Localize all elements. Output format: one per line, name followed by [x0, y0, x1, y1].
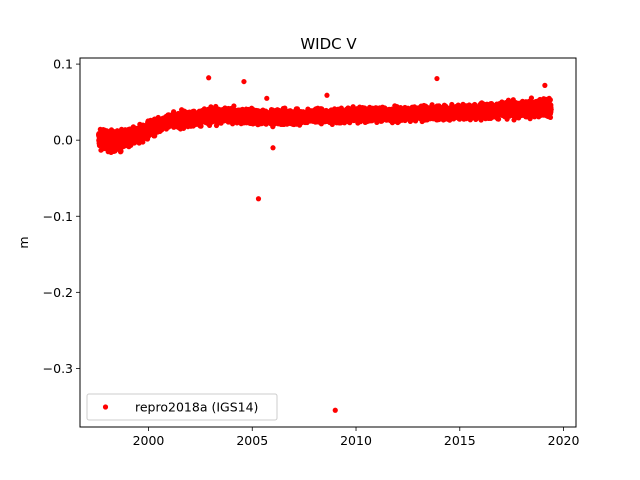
data-point	[231, 103, 237, 109]
data-point	[140, 139, 146, 145]
data-point	[118, 148, 124, 154]
scatter-points	[96, 75, 554, 413]
data-point	[198, 123, 204, 129]
chart-title: WIDC V	[300, 35, 357, 53]
